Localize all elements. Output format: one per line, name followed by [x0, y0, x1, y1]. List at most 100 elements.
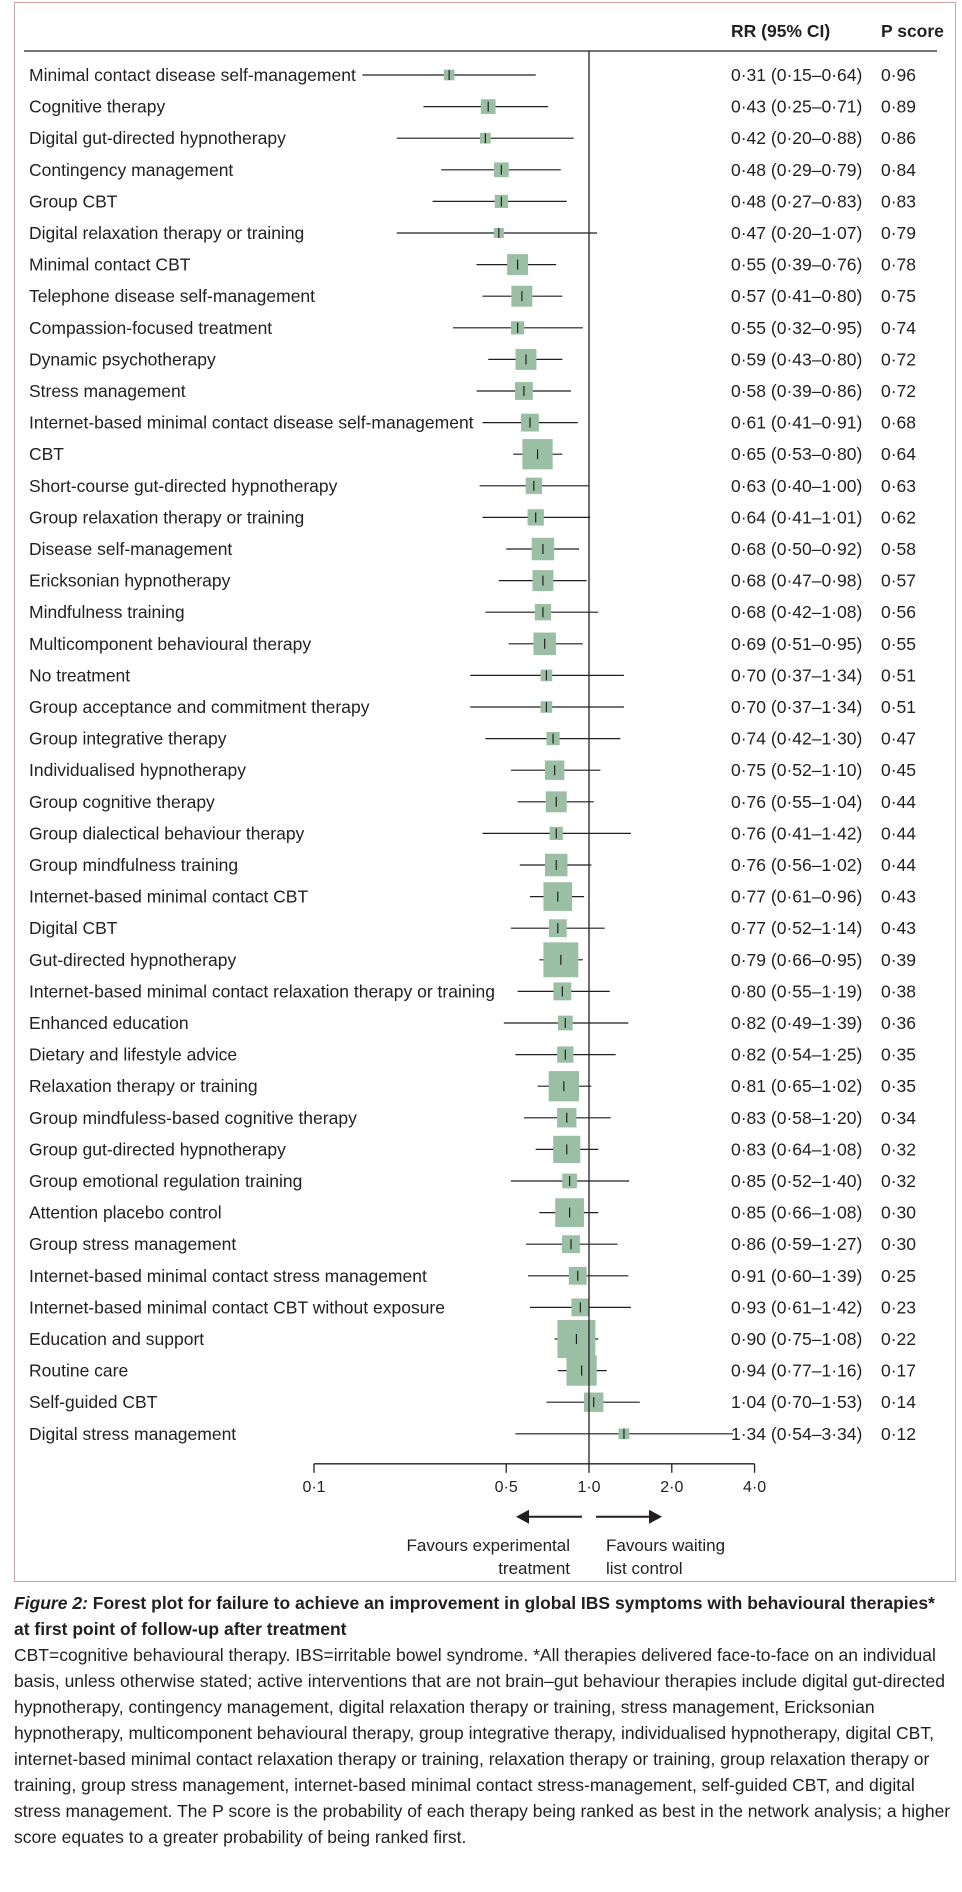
- favours-right-label: Favours waiting: [606, 1536, 725, 1555]
- row-label: Digital gut-directed hypnotherapy: [29, 128, 286, 148]
- forest-row: Group CBT 0·48 (0·27–0·83) 0·83: [29, 191, 916, 211]
- row-label: Group mindfulness training: [29, 855, 238, 875]
- rr-value: 0·43 (0·25–0·71): [731, 97, 862, 117]
- rr-value: 0·76 (0·56–1·02): [731, 855, 862, 875]
- rr-value: 0·47 (0·20–1·07): [731, 223, 862, 243]
- forest-row: Group mindfuless-based cognitive therapy…: [29, 1108, 916, 1128]
- row-label: Relaxation therapy or training: [29, 1076, 258, 1096]
- p-score-value: 0·72: [881, 381, 916, 401]
- row-label: Dynamic psychotherapy: [29, 349, 216, 369]
- forest-row: Dynamic psychotherapy 0·59 (0·43–0·80) 0·7…: [29, 348, 916, 370]
- p-score-value: 0·96: [881, 65, 916, 85]
- rr-value: 0·68 (0·47–0·98): [731, 571, 862, 591]
- row-label: Routine care: [29, 1361, 128, 1381]
- figure-frame: [14, 2, 956, 1582]
- p-score-value: 0·83: [881, 191, 916, 211]
- p-score-value: 0·14: [881, 1392, 916, 1412]
- favours-left-label: treatment: [498, 1559, 570, 1578]
- forest-row: Mindfulness training 0·68 (0·42–1·08) 0·56: [29, 602, 916, 622]
- p-score-value: 0·75: [881, 286, 916, 306]
- row-label: Group integrative therapy: [29, 729, 227, 749]
- rr-value: 0·59 (0·43–0·80): [731, 349, 862, 369]
- forest-row: Internet-based minimal contact stress ma…: [29, 1266, 916, 1286]
- rr-value: 0·94 (0·77–1·16): [731, 1361, 862, 1381]
- p-score-value: 0·62: [881, 507, 916, 527]
- rr-value: 0·74 (0·42–1·30): [731, 729, 862, 749]
- forest-row: Group stress management 0·86 (0·59–1·27) 0…: [29, 1234, 916, 1254]
- forest-row: Telephone disease self-management 0·57 (0…: [29, 285, 916, 307]
- p-score-value: 0·32: [881, 1171, 916, 1191]
- x-tick-label: 4·0: [743, 1479, 766, 1496]
- rr-value: 0·61 (0·41–0·91): [731, 413, 862, 433]
- forest-row: Internet-based minimal contact disease s…: [29, 413, 916, 433]
- p-score-value: 0·64: [881, 444, 916, 464]
- rr-value: 0·57 (0·41–0·80): [731, 286, 862, 306]
- p-score-value: 0·35: [881, 1076, 916, 1096]
- row-label: Digital CBT: [29, 918, 118, 938]
- p-score-value: 0·34: [881, 1108, 916, 1128]
- forest-row: Stress management 0·58 (0·39–0·86) 0·72: [29, 381, 916, 401]
- row-label: Group dialectical behaviour therapy: [29, 823, 305, 843]
- forest-row: Relaxation therapy or training 0·81 (0·65…: [29, 1071, 916, 1102]
- p-score-value: 0·47: [881, 729, 916, 749]
- rr-value: 0·82 (0·49–1·39): [731, 1013, 862, 1033]
- p-score-value: 0·44: [881, 855, 916, 875]
- forest-row: CBT 0·65 (0·53–0·80) 0·64: [29, 439, 916, 470]
- forest-row: Self-guided CBT 1·04 (0·70–1·53) 0·14: [29, 1392, 916, 1412]
- p-score-value: 0·72: [881, 349, 916, 369]
- row-label: CBT: [29, 444, 64, 464]
- row-label: Compassion-focused treatment: [29, 318, 272, 338]
- favours-right-label: list control: [606, 1559, 683, 1578]
- caption-title-text: Forest plot for failure to achieve an im…: [14, 1593, 935, 1639]
- row-label: Stress management: [29, 381, 186, 401]
- p-score-value: 0·68: [881, 413, 916, 433]
- rr-value: 0·86 (0·59–1·27): [731, 1234, 862, 1254]
- row-label: Group emotional regulation training: [29, 1171, 302, 1191]
- p-score-value: 0·30: [881, 1203, 916, 1223]
- p-score-value: 0·56: [881, 602, 916, 622]
- row-label: Self-guided CBT: [29, 1392, 158, 1412]
- forest-row: Ericksonian hypnotherapy 0·68 (0·47–0·98)…: [29, 570, 916, 592]
- rr-value: 0·76 (0·41–1·42): [731, 823, 862, 843]
- p-score-value: 0·23: [881, 1297, 916, 1317]
- rr-value: 0·85 (0·66–1·08): [731, 1203, 862, 1223]
- rr-value: 0·75 (0·52–1·10): [731, 760, 862, 780]
- forest-row: Dietary and lifestyle advice 0·82 (0·54–1…: [29, 1045, 916, 1065]
- forest-row: Internet-based minimal contact CBT witho…: [29, 1297, 916, 1317]
- row-label: Group acceptance and commitment therapy: [29, 697, 370, 717]
- rr-value: 0·70 (0·37–1·34): [731, 697, 862, 717]
- row-label: Minimal contact disease self-management: [29, 65, 356, 85]
- x-tick-label: 0·5: [495, 1479, 518, 1496]
- forest-row: Group emotional regulation training 0·85 …: [29, 1171, 916, 1191]
- rr-value: 0·48 (0·29–0·79): [731, 160, 862, 180]
- row-label: Internet-based minimal contact relaxatio…: [29, 981, 495, 1001]
- row-label: Digital stress management: [29, 1424, 236, 1444]
- p-score-value: 0·38: [881, 981, 916, 1001]
- rr-value: 0·83 (0·58–1·20): [731, 1108, 862, 1128]
- caption-title: Figure 2: Forest plot for failure to ach…: [14, 1590, 954, 1642]
- row-label: Group CBT: [29, 191, 118, 211]
- forest-row: Group relaxation therapy or training 0·64…: [29, 507, 916, 527]
- row-label: Gut-directed hypnotherapy: [29, 950, 236, 970]
- row-label: Education and support: [29, 1329, 204, 1349]
- row-label: Cognitive therapy: [29, 97, 165, 117]
- p-score-value: 0·79: [881, 223, 916, 243]
- row-label: Group relaxation therapy or training: [29, 507, 304, 527]
- row-label: Dietary and lifestyle advice: [29, 1045, 237, 1065]
- x-tick-label: 0·1: [302, 1479, 325, 1496]
- forest-row: Education and support 0·90 (0·75–1·08) 0·2…: [29, 1320, 916, 1358]
- p-score-column-header: P score: [881, 21, 944, 41]
- p-score-value: 0·35: [881, 1045, 916, 1065]
- rr-value: 0·80 (0·55–1·19): [731, 981, 862, 1001]
- p-score-value: 0·78: [881, 255, 916, 275]
- p-score-value: 0·57: [881, 571, 916, 591]
- rr-value: 0·55 (0·39–0·76): [731, 255, 862, 275]
- p-score-value: 0·84: [881, 160, 916, 180]
- rr-value: 0·48 (0·27–0·83): [731, 191, 862, 211]
- row-label: Group mindfuless-based cognitive therapy: [29, 1108, 357, 1128]
- forest-row: Gut-directed hypnotherapy 0·79 (0·66–0·95…: [29, 942, 916, 978]
- forest-row: Multicomponent behavioural therapy 0·69 (…: [29, 632, 916, 656]
- p-score-value: 0·39: [881, 950, 916, 970]
- row-label: Ericksonian hypnotherapy: [29, 571, 231, 591]
- p-score-value: 0·74: [881, 318, 916, 338]
